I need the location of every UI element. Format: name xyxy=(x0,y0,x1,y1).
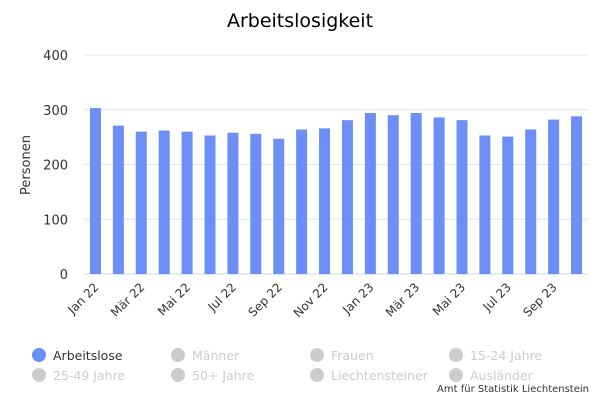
x-tick-label: Jul 22 xyxy=(205,280,239,314)
legend-label: Liechtensteiner xyxy=(331,367,428,383)
y-axis-label: Personen xyxy=(19,135,34,195)
legend-label: Männer xyxy=(192,347,240,363)
x-tick-label: Mär 22 xyxy=(108,280,147,319)
bar-mär-22[interactable] xyxy=(135,131,147,274)
y-tick-label: 0 xyxy=(60,268,68,283)
bar-mär-23[interactable] xyxy=(410,113,422,274)
legend-item-arbeitslose[interactable]: Arbeitslose xyxy=(32,346,171,364)
legend-marker xyxy=(32,368,46,382)
chart-title: Arbeitslosigkeit xyxy=(227,10,373,32)
x-tick-label: Jan 23 xyxy=(339,280,376,317)
bar-sep-23[interactable] xyxy=(548,119,560,274)
legend-marker xyxy=(171,368,185,382)
x-tick-label: Jan 22 xyxy=(64,280,101,317)
bar-dez-22[interactable] xyxy=(341,120,353,274)
bar-okt-22[interactable] xyxy=(296,129,308,274)
bar-apr-23[interactable] xyxy=(433,117,445,274)
bar-jan-23[interactable] xyxy=(364,113,376,274)
legend-marker xyxy=(310,368,324,382)
y-tick-label: 300 xyxy=(43,104,68,119)
bar-jun-23[interactable] xyxy=(479,135,491,274)
credits[interactable]: Amt für Statistik Liechtenstein xyxy=(437,384,589,395)
bar-jan-22[interactable] xyxy=(89,108,101,274)
x-tick-label: Jul 23 xyxy=(480,280,514,314)
bar-feb-23[interactable] xyxy=(387,115,399,274)
legend-marker xyxy=(449,368,463,382)
bar-jul-23[interactable] xyxy=(502,136,514,274)
legend-item-50+-jahre[interactable]: 50+ Jahre xyxy=(171,366,310,384)
legend-label: Ausländer xyxy=(470,367,533,383)
bar-aug-23[interactable] xyxy=(525,129,537,274)
legend-label: 15-24 Jahre xyxy=(470,347,543,363)
legend-label: 50+ Jahre xyxy=(192,367,255,383)
bar-okt-23[interactable] xyxy=(571,116,583,274)
legend-label: 25-49 Jahre xyxy=(53,367,126,383)
legend-item-15-24-jahre[interactable]: 15-24 Jahre xyxy=(449,346,588,364)
legend-marker xyxy=(171,348,185,362)
y-tick-label: 400 xyxy=(43,49,68,64)
y-tick-labels: 0 100 200 300 400 xyxy=(43,49,68,283)
bar-jun-22[interactable] xyxy=(204,135,216,274)
y-tick-label: 100 xyxy=(43,213,68,228)
legend-label: Frauen xyxy=(331,347,374,363)
legend-item-25-49-jahre[interactable]: 25-49 Jahre xyxy=(32,366,171,384)
bars xyxy=(89,108,583,274)
x-tick-label: Mai 22 xyxy=(155,280,193,318)
legend: Arbeitslose Männer Frauen 15-24 Jahre 25-49 … xyxy=(32,346,592,384)
legend-item-frauen[interactable]: Frauen xyxy=(310,346,449,364)
x-tick-label: Mai 23 xyxy=(430,280,468,318)
x-tick-label: Mär 23 xyxy=(383,280,422,319)
x-tick-label: Sep 23 xyxy=(520,280,559,319)
bar-mai-23[interactable] xyxy=(456,120,468,274)
legend-marker xyxy=(449,348,463,362)
legend-label: Arbeitslose xyxy=(53,347,123,363)
legend-item-ausländer[interactable]: Ausländer xyxy=(449,366,588,384)
legend-item-liechtensteiner[interactable]: Liechtensteiner xyxy=(310,366,449,384)
bar-nov-22[interactable] xyxy=(319,128,331,274)
y-tick-label: 200 xyxy=(43,159,68,174)
bar-apr-22[interactable] xyxy=(158,130,170,274)
legend-marker xyxy=(310,348,324,362)
bar-feb-22[interactable] xyxy=(112,125,124,274)
x-tick-labels: Jan 22 Mär 22 Mai 22 Jul 22 Sep 22 Nov 22 Jan … xyxy=(64,280,559,320)
x-tick-label: Nov 22 xyxy=(291,280,331,320)
legend-marker xyxy=(32,348,46,362)
bar-mai-22[interactable] xyxy=(181,131,193,274)
bar-aug-22[interactable] xyxy=(250,133,262,274)
bar-jul-22[interactable] xyxy=(227,132,239,274)
x-tick-label: Sep 22 xyxy=(245,280,284,319)
bar-sep-22[interactable] xyxy=(273,138,285,274)
legend-item-männer[interactable]: Männer xyxy=(171,346,310,364)
